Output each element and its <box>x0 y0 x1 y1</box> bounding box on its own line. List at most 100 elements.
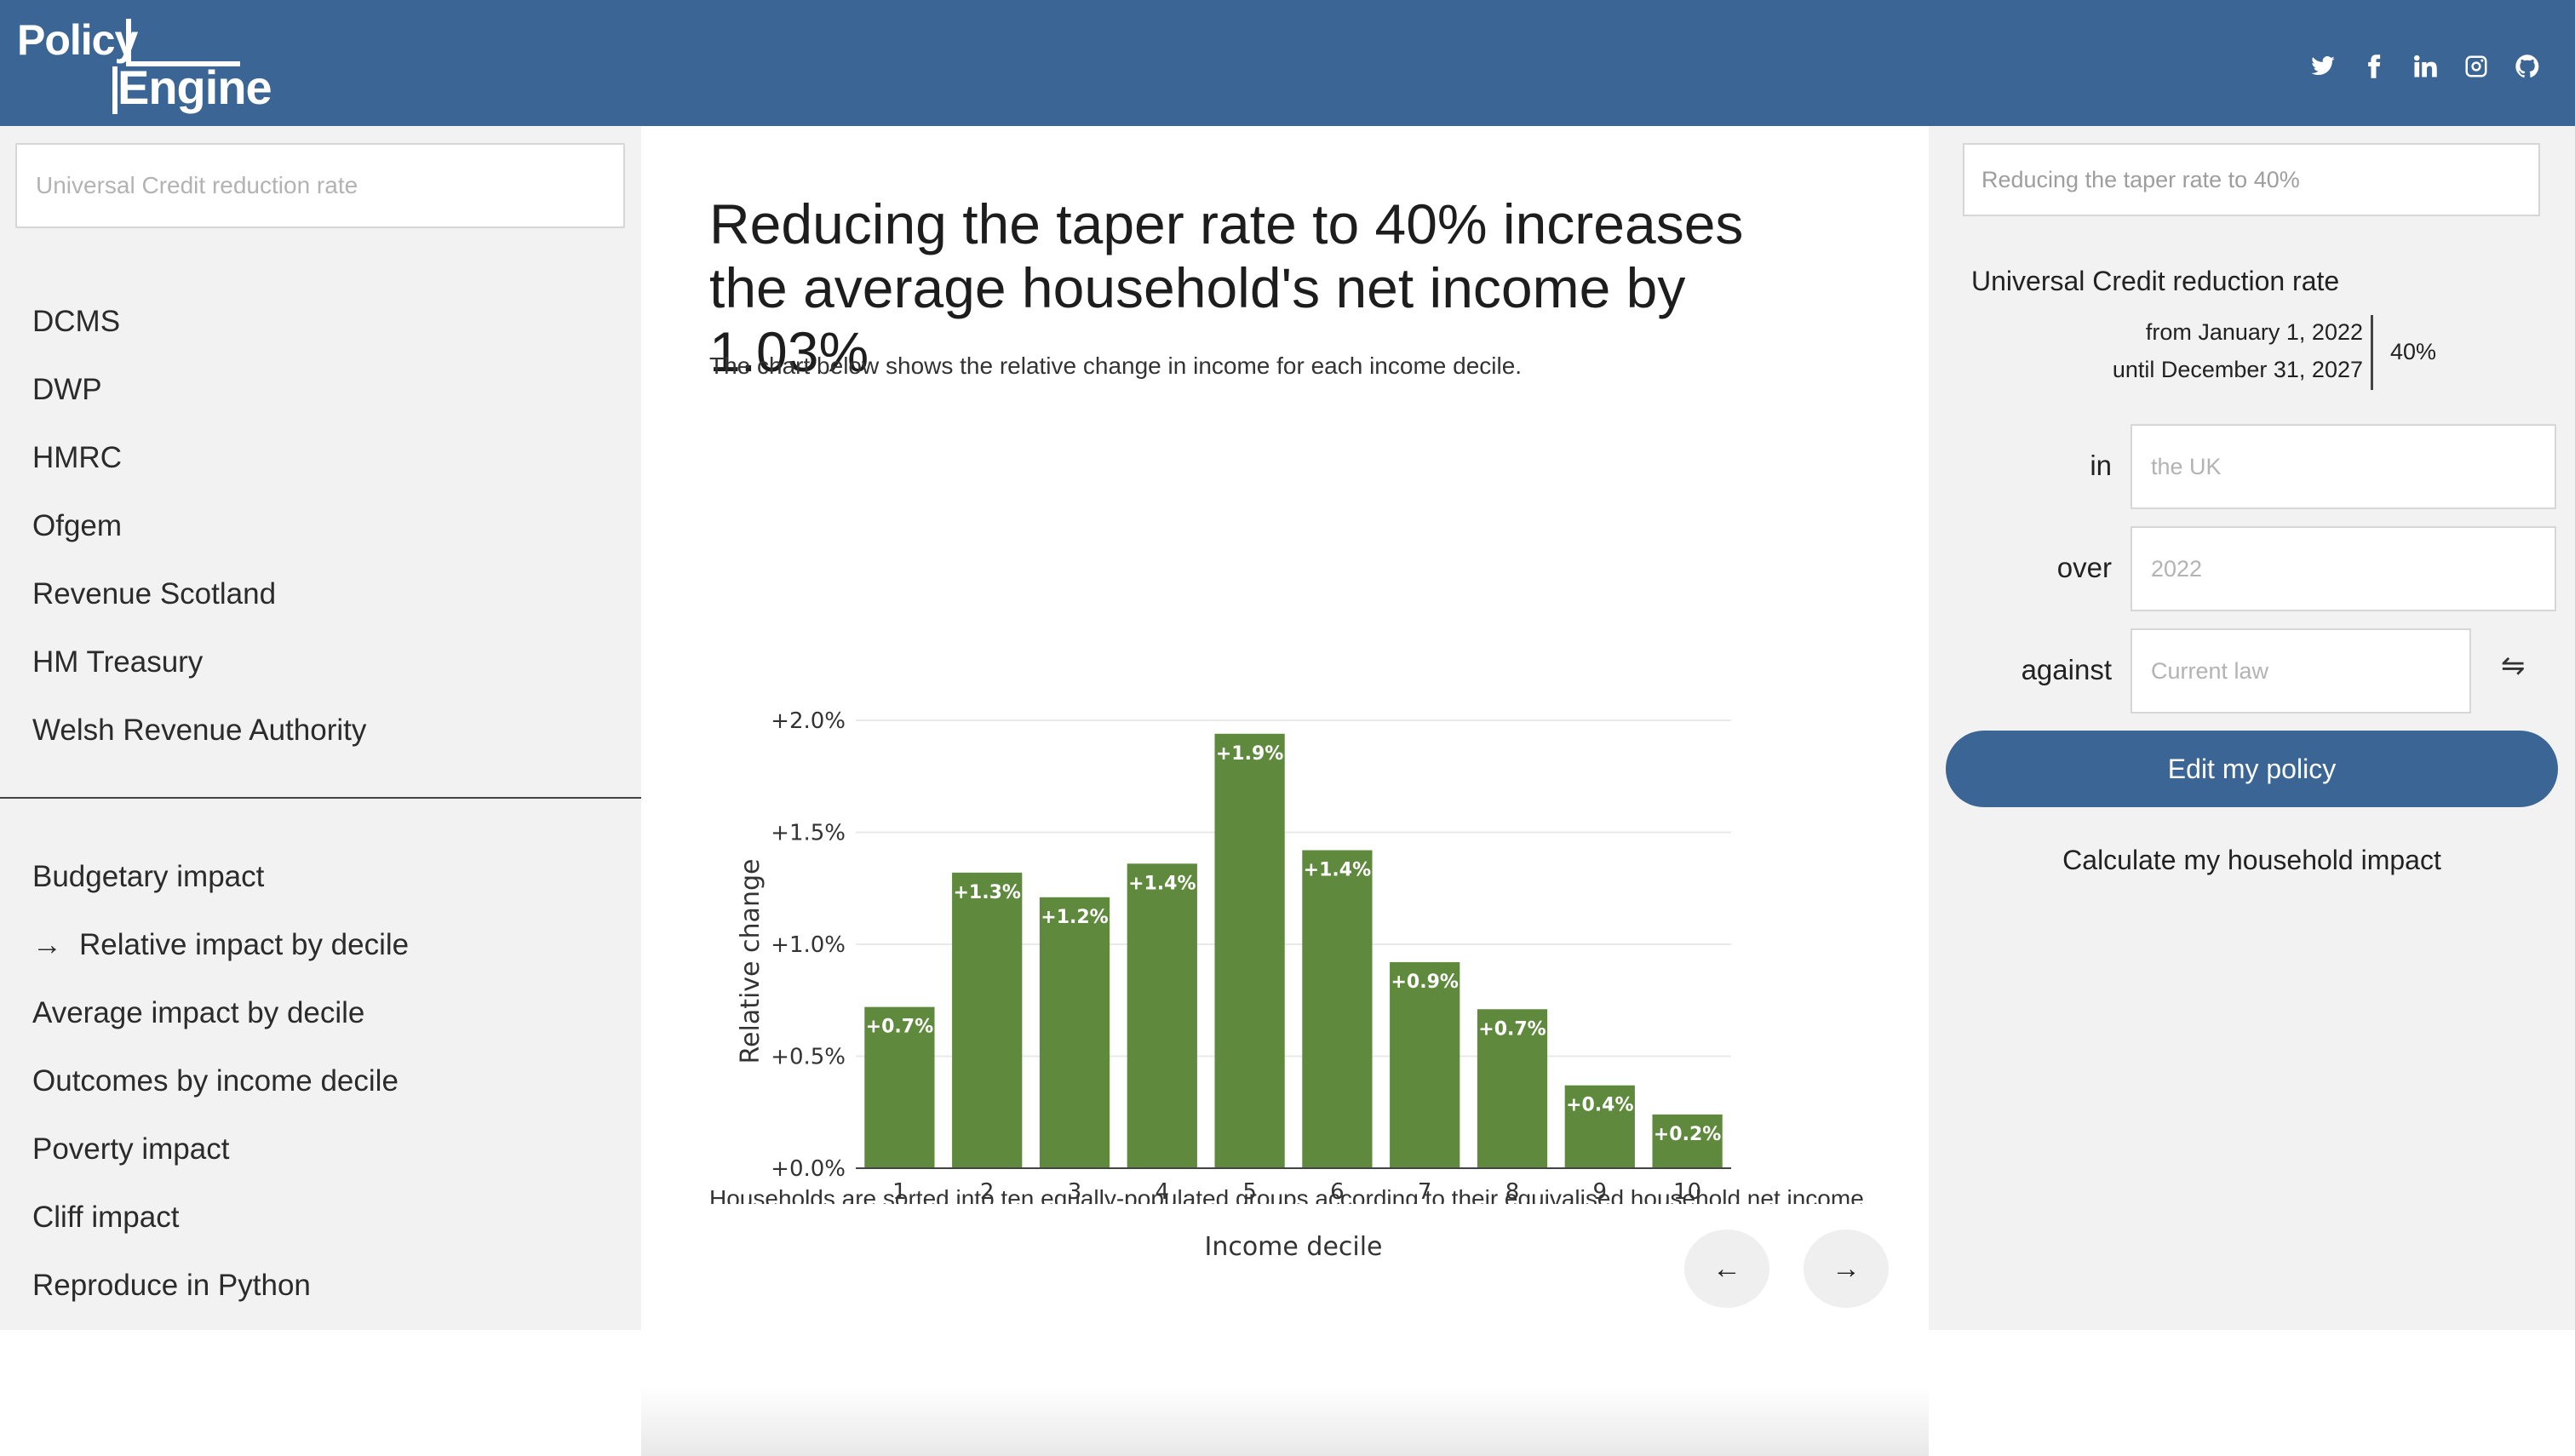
y-tick-label: +1.5% <box>771 821 846 846</box>
region-field[interactable]: the UK <box>2131 424 2556 509</box>
policy-search-input[interactable]: Reducing the taper rate to 40% <box>1963 143 2540 216</box>
sidebar-item-label: Outcomes by income decile <box>32 1064 399 1098</box>
region-label: in <box>2090 450 2112 481</box>
bar-data-label: +0.2% <box>1654 1124 1721 1145</box>
sidebar-item-ofgem[interactable]: Ofgem <box>32 509 123 542</box>
year-field[interactable]: 2022 <box>2131 526 2556 611</box>
arrow-right-icon: → <box>32 928 62 961</box>
bar <box>952 872 1023 1168</box>
bar-data-label: +0.7% <box>1478 1018 1546 1040</box>
sidebar-item-hm-treasury[interactable]: HM Treasury <box>32 645 204 679</box>
swap-icon[interactable]: ⇋ <box>2501 650 2526 682</box>
bar-data-label: +1.3% <box>953 882 1020 903</box>
baseline-label: against <box>2021 654 2112 685</box>
twitter-icon[interactable] <box>2309 53 2337 80</box>
y-axis-title: Relative change <box>736 859 766 1064</box>
bar <box>1127 863 1197 1168</box>
bottom-shadow <box>641 1386 1929 1456</box>
x-tick-label: 5 <box>1242 1179 1257 1205</box>
x-tick-label: 9 <box>1593 1179 1608 1205</box>
social-links <box>2309 49 2541 83</box>
year-label: over <box>2056 552 2112 583</box>
main-content: Reducing the taper rate to 40% increases… <box>641 126 1929 1456</box>
sidebar-item-label: Poverty impact <box>32 1132 230 1166</box>
x-tick-label: 6 <box>1330 1179 1345 1205</box>
bar <box>1652 1114 1723 1168</box>
sidebar-item-cliff-impact[interactable]: Cliff impact <box>32 1184 409 1252</box>
bar-data-label: +1.4% <box>1128 873 1196 894</box>
x-tick-label: 4 <box>1156 1179 1170 1205</box>
bar <box>864 1006 935 1168</box>
parameter-label[interactable]: Universal Credit reduction rate <box>1971 266 2340 296</box>
sidebar-item-hmrc[interactable]: HMRC <box>32 441 122 474</box>
sidebar-divider <box>0 797 641 799</box>
logo-bar <box>112 66 118 114</box>
section-list: Budgetary impact → Relative impact by dec… <box>32 843 409 1320</box>
search-input[interactable]: Universal Credit reduction rate <box>15 143 625 228</box>
bar-data-label: +1.4% <box>1304 860 1371 881</box>
sidebar-item-relative-impact-by-decile[interactable]: → Relative impact by decile <box>32 911 409 979</box>
sidebar-item-label: Budgetary impact <box>32 860 265 893</box>
bar <box>1477 1009 1548 1168</box>
bar-data-label: +0.4% <box>1566 1095 1633 1116</box>
period-divider <box>2371 315 2373 390</box>
period-until: until December 31, 2027 <box>2112 357 2363 382</box>
x-axis-title: Income decile <box>1204 1232 1382 1262</box>
sidebar-item-label: Average impact by decile <box>32 996 365 1029</box>
sidebar-item-reproduce-in-python[interactable]: Reproduce in Python <box>32 1252 409 1320</box>
bar <box>1302 850 1373 1168</box>
instagram-icon[interactable] <box>2463 53 2490 80</box>
x-tick-label: 7 <box>1418 1179 1432 1205</box>
logo-bar <box>126 19 131 66</box>
bar <box>1214 733 1285 1168</box>
y-tick-label: +2.0% <box>771 708 846 734</box>
bar-data-label: +1.9% <box>1216 743 1283 765</box>
bar-data-label: +1.2% <box>1041 907 1108 928</box>
page-title: Reducing the taper rate to 40% increases… <box>709 192 1744 383</box>
sidebar-item-budgetary-impact[interactable]: Budgetary impact <box>32 843 409 911</box>
next-button[interactable]: → <box>1804 1230 1889 1308</box>
sidebar-item-revenue-scotland[interactable]: Revenue Scotland <box>32 577 277 610</box>
calculate-household-impact-link[interactable]: Calculate my household impact <box>2062 845 2441 875</box>
sidebar-item-outcomes-by-income-decile[interactable]: Outcomes by income decile <box>32 1047 409 1115</box>
y-tick-label: +0.0% <box>771 1156 846 1182</box>
sidebar-item-dwp[interactable]: DWP <box>32 373 102 406</box>
bar <box>1564 1085 1635 1168</box>
sidebar-item-label: Relative impact by decile <box>79 928 410 961</box>
parameter-period: from January 1, 2022 until December 31, … <box>1929 313 2363 388</box>
x-tick-label: 10 <box>1673 1179 1701 1205</box>
bar-data-label: +0.7% <box>866 1017 933 1038</box>
edit-policy-button[interactable]: Edit my policy <box>1946 731 2558 807</box>
policyengine-logo[interactable]: Policy Engine <box>17 16 272 114</box>
parameter-value: 40% <box>2390 339 2437 364</box>
logo-bar <box>126 61 240 66</box>
sidebar-item-poverty-impact[interactable]: Poverty impact <box>32 1115 409 1184</box>
sidebar-item-welsh-revenue-authority[interactable]: Welsh Revenue Authority <box>32 714 367 747</box>
logo-word-engine: Engine <box>118 60 272 114</box>
x-tick-label: 1 <box>892 1179 907 1205</box>
right-panel: Reducing the taper rate to 40% Universal… <box>1929 126 2575 1330</box>
department-list: DCMS DWP HMRC Ofgem Revenue Scotland HM … <box>32 288 366 765</box>
chart-description: The chart below shows the relative chang… <box>709 353 1523 379</box>
sidebar-item-dcms[interactable]: DCMS <box>32 305 121 338</box>
previous-button[interactable]: ← <box>1684 1230 1769 1308</box>
sidebar-item-label: Cliff impact <box>32 1201 180 1234</box>
x-tick-label: 2 <box>980 1179 995 1205</box>
logo-word-policy: Policy <box>17 16 138 64</box>
baseline-field[interactable]: Current law <box>2131 628 2471 714</box>
period-from: from January 1, 2022 <box>2145 319 2363 345</box>
chart-footnote: Households are sorted into ten equally-p… <box>709 1185 1871 1204</box>
linkedin-icon[interactable] <box>2412 53 2439 80</box>
y-tick-label: +0.5% <box>771 1045 846 1070</box>
top-header: Policy Engine <box>0 0 2575 126</box>
left-sidebar: Universal Credit reduction rate DCMS DWP… <box>0 126 641 1330</box>
x-tick-label: 3 <box>1068 1179 1082 1205</box>
relative-impact-chart: +0.0% +0.5% +1.0% +1.5% +2.0% +0.7% 1 +1.3% 2 +1.… <box>736 708 1731 1262</box>
bar <box>1039 897 1110 1168</box>
bar <box>1390 962 1460 1168</box>
bar-data-label: +0.9% <box>1391 972 1458 993</box>
sidebar-item-average-impact-by-decile[interactable]: Average impact by decile <box>32 979 409 1047</box>
github-icon[interactable] <box>2514 53 2541 80</box>
sidebar-item-label: Reproduce in Python <box>32 1269 311 1302</box>
facebook-icon[interactable] <box>2360 53 2388 80</box>
